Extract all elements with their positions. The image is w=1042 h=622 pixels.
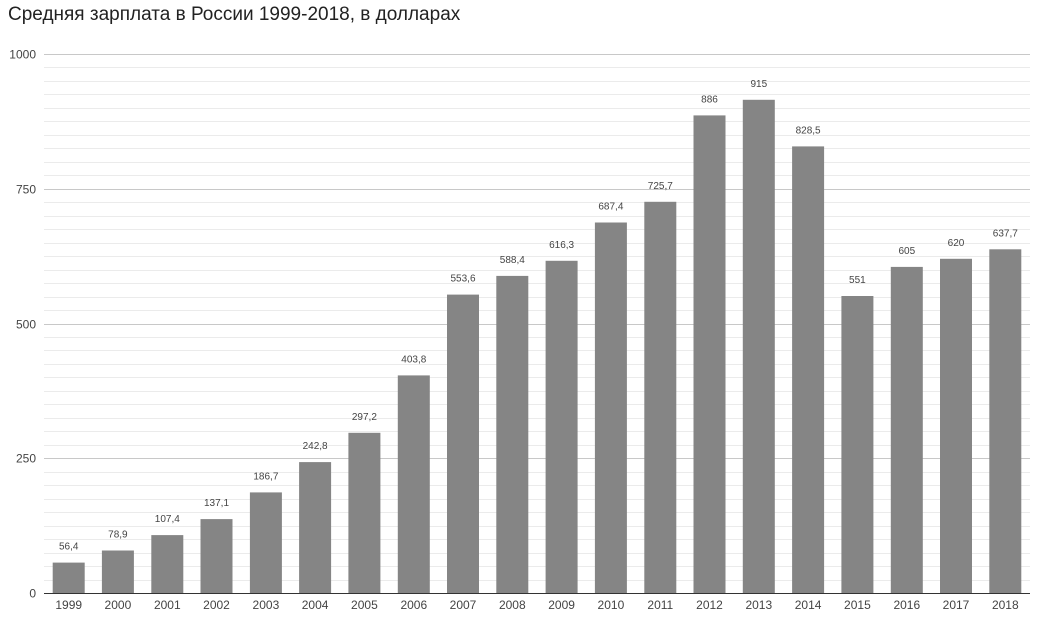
data-label-2001: 107,4 [155, 514, 180, 525]
grid-layer [44, 54, 1030, 594]
bar-2001 [151, 535, 184, 593]
bar-2000 [101, 550, 134, 593]
x-tick-label-2018: 2018 [992, 598, 1019, 612]
y-tick-label: 500 [16, 318, 36, 332]
x-tick-label-2014: 2014 [795, 598, 822, 612]
y-tick-label: 250 [16, 452, 36, 466]
bar-2009 [545, 260, 578, 593]
bar-2005 [348, 432, 381, 593]
data-label-2011: 725,7 [648, 181, 673, 192]
data-label-2013: 915 [750, 79, 767, 90]
bar-2016 [890, 266, 923, 593]
bar-2018 [989, 249, 1022, 594]
x-tick-label-2011: 2011 [647, 598, 673, 612]
y-tick-label: 750 [16, 183, 36, 197]
data-label-2014: 828,5 [796, 125, 821, 136]
data-label-2009: 616,3 [549, 240, 574, 251]
data-label-2010: 687,4 [598, 202, 623, 213]
bar-1999 [52, 562, 85, 593]
x-tick-label-2012: 2012 [696, 598, 723, 612]
chart-title: Средняя зарплата в России 1999-2018, в д… [8, 4, 461, 25]
data-label-2005: 297,2 [352, 412, 377, 423]
data-label-2018: 637,7 [993, 228, 1018, 239]
x-tick-label-2007: 2007 [450, 598, 477, 612]
x-tick-label-2000: 2000 [105, 598, 132, 612]
y-tick-label: 0 [29, 587, 36, 601]
x-tick-label-2008: 2008 [499, 598, 526, 612]
data-label-2002: 137,1 [204, 498, 229, 509]
x-tick-label-2006: 2006 [400, 598, 427, 612]
x-tick-label-2015: 2015 [844, 598, 871, 612]
label-layer: 0 250 500 750 1000 56,4 1999 78,9 2000 107,4 2001 1… [9, 48, 1019, 613]
x-tick-label-2002: 2002 [203, 598, 230, 612]
x-tick-label-2009: 2009 [548, 598, 575, 612]
bar-2013 [742, 99, 775, 594]
x-tick-label-2016: 2016 [893, 598, 920, 612]
bar-2017 [940, 258, 972, 593]
bar-2011 [644, 201, 677, 594]
x-tick-label-2004: 2004 [302, 598, 329, 612]
data-label-2006: 403,8 [401, 354, 426, 365]
data-label-2015: 551 [849, 275, 866, 286]
bar-2015 [841, 296, 874, 593]
bar-2002 [200, 519, 233, 593]
data-label-2007: 553,6 [450, 274, 475, 285]
x-tick-label-2017: 2017 [943, 598, 970, 612]
x-tick-label-1999: 1999 [55, 598, 82, 612]
data-label-2003: 186,7 [253, 471, 278, 482]
data-label-2017: 620 [948, 238, 965, 249]
x-tick-label-2005: 2005 [351, 598, 378, 612]
x-tick-label-2013: 2013 [745, 598, 772, 612]
data-label-2004: 242,8 [303, 441, 328, 452]
x-tick-label-2010: 2010 [598, 598, 625, 612]
data-label-2000: 78,9 [108, 530, 128, 541]
x-tick-label-2003: 2003 [253, 598, 280, 612]
data-label-1999: 56,4 [59, 542, 79, 553]
bar-2014 [792, 146, 825, 593]
bar-2010 [594, 222, 627, 593]
bar-2006 [397, 375, 430, 593]
bar-2003 [249, 492, 282, 593]
bar-2008 [496, 275, 529, 593]
data-label-2016: 605 [898, 246, 915, 257]
bar-2007 [447, 294, 479, 593]
y-tick-label: 1000 [9, 48, 36, 62]
bar-2012 [693, 115, 726, 594]
bar-layer [52, 99, 1022, 594]
bar-2004 [299, 462, 332, 593]
data-label-2008: 588,4 [500, 255, 525, 266]
data-label-2012: 886 [701, 94, 718, 105]
x-tick-label-2001: 2001 [154, 598, 181, 612]
